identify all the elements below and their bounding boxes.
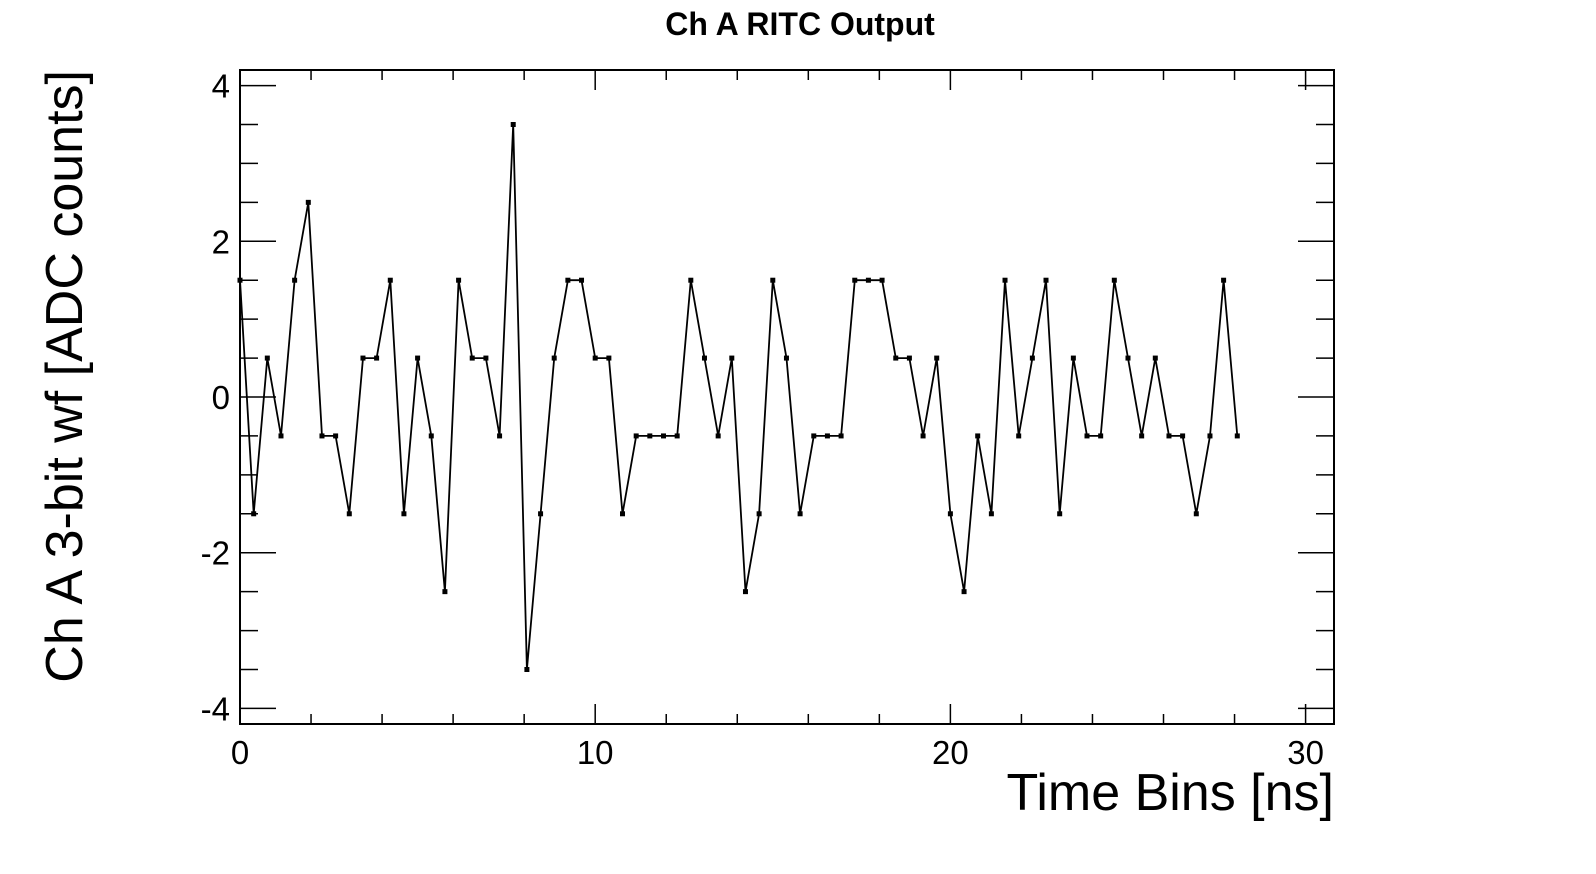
data-point (688, 277, 694, 283)
axis-ticks (239, 70, 1334, 724)
data-point (797, 511, 803, 517)
data-point (292, 277, 298, 283)
y-tick-label: 4 (212, 68, 230, 105)
data-point (920, 433, 926, 439)
data-point (934, 355, 940, 361)
x-tick-label: 10 (577, 734, 614, 771)
x-tick-label: 20 (932, 734, 969, 771)
data-point (1016, 433, 1022, 439)
data-point (606, 355, 612, 361)
data-point (1193, 511, 1199, 517)
data-point (1125, 355, 1131, 361)
x-tick-label: 0 (231, 734, 249, 771)
data-point (264, 355, 270, 361)
data-point (442, 589, 448, 595)
data-point (906, 355, 912, 361)
data-point (456, 277, 462, 283)
data-points (237, 122, 1240, 672)
data-point (811, 433, 817, 439)
data-point (510, 122, 516, 127)
data-point (660, 433, 666, 439)
data-point (783, 355, 789, 361)
data-point (1070, 355, 1076, 361)
data-point (756, 511, 762, 517)
data-point (1139, 433, 1145, 439)
data-point (592, 355, 598, 361)
data-point (729, 355, 735, 361)
data-point (401, 511, 407, 517)
data-point (538, 511, 544, 517)
data-point (415, 355, 421, 361)
data-point (374, 355, 380, 361)
data-point (715, 433, 721, 439)
data-point (333, 433, 339, 439)
data-point (1043, 277, 1049, 283)
series-line (239, 124, 1239, 670)
x-tick-label: 30 (1287, 734, 1324, 771)
data-point (346, 511, 352, 517)
data-point (387, 277, 393, 283)
data-point (865, 277, 871, 283)
y-tick-label: 2 (212, 223, 230, 260)
y-tick-label: -2 (201, 535, 230, 572)
data-point (1166, 433, 1172, 439)
x-axis-title: Time Bins [ns] (1007, 764, 1335, 822)
data-point (278, 433, 284, 439)
data-point (1098, 433, 1104, 439)
data-point (428, 433, 434, 439)
data-point (1207, 433, 1213, 439)
data-point (620, 511, 626, 517)
data-point (1152, 355, 1158, 361)
data-point (1111, 277, 1117, 283)
chart-title: Ch A RITC Output (665, 6, 935, 42)
data-point (1221, 277, 1227, 283)
data-point (633, 433, 639, 439)
data-point (1084, 433, 1090, 439)
data-point (961, 589, 967, 595)
data-point (524, 667, 530, 672)
data-point (824, 433, 830, 439)
data-point (1180, 433, 1186, 439)
data-point (1234, 433, 1240, 439)
data-point (674, 433, 680, 439)
data-point (947, 511, 953, 517)
data-point (1057, 511, 1063, 517)
data-point (988, 511, 994, 517)
data-point (237, 277, 243, 283)
y-tick-label: 0 (212, 379, 230, 416)
data-point (483, 355, 489, 361)
data-point (701, 355, 707, 361)
data-point (1029, 355, 1035, 361)
data-point (742, 589, 748, 595)
data-point (469, 355, 475, 361)
data-point (852, 277, 858, 283)
data-point (975, 433, 981, 439)
plot-frame (239, 69, 1335, 725)
data-point (319, 433, 325, 439)
data-point (551, 355, 557, 361)
data-point (497, 433, 503, 439)
data-point (305, 199, 311, 205)
data-point (579, 277, 585, 283)
y-tick-label: -4 (201, 690, 230, 727)
data-point (360, 355, 366, 361)
data-point (565, 277, 571, 283)
data-point (647, 433, 653, 439)
data-point (838, 433, 844, 439)
y-axis-title: Ch A 3-bit wf [ADC counts] (36, 70, 94, 683)
data-point (879, 277, 885, 283)
data-point (1002, 277, 1008, 283)
data-point (893, 355, 899, 361)
data-point (770, 277, 776, 283)
axis-tick-labels: 0 10 20 30 -4 -2 0 2 4 (201, 68, 1324, 771)
data-point (251, 511, 257, 517)
